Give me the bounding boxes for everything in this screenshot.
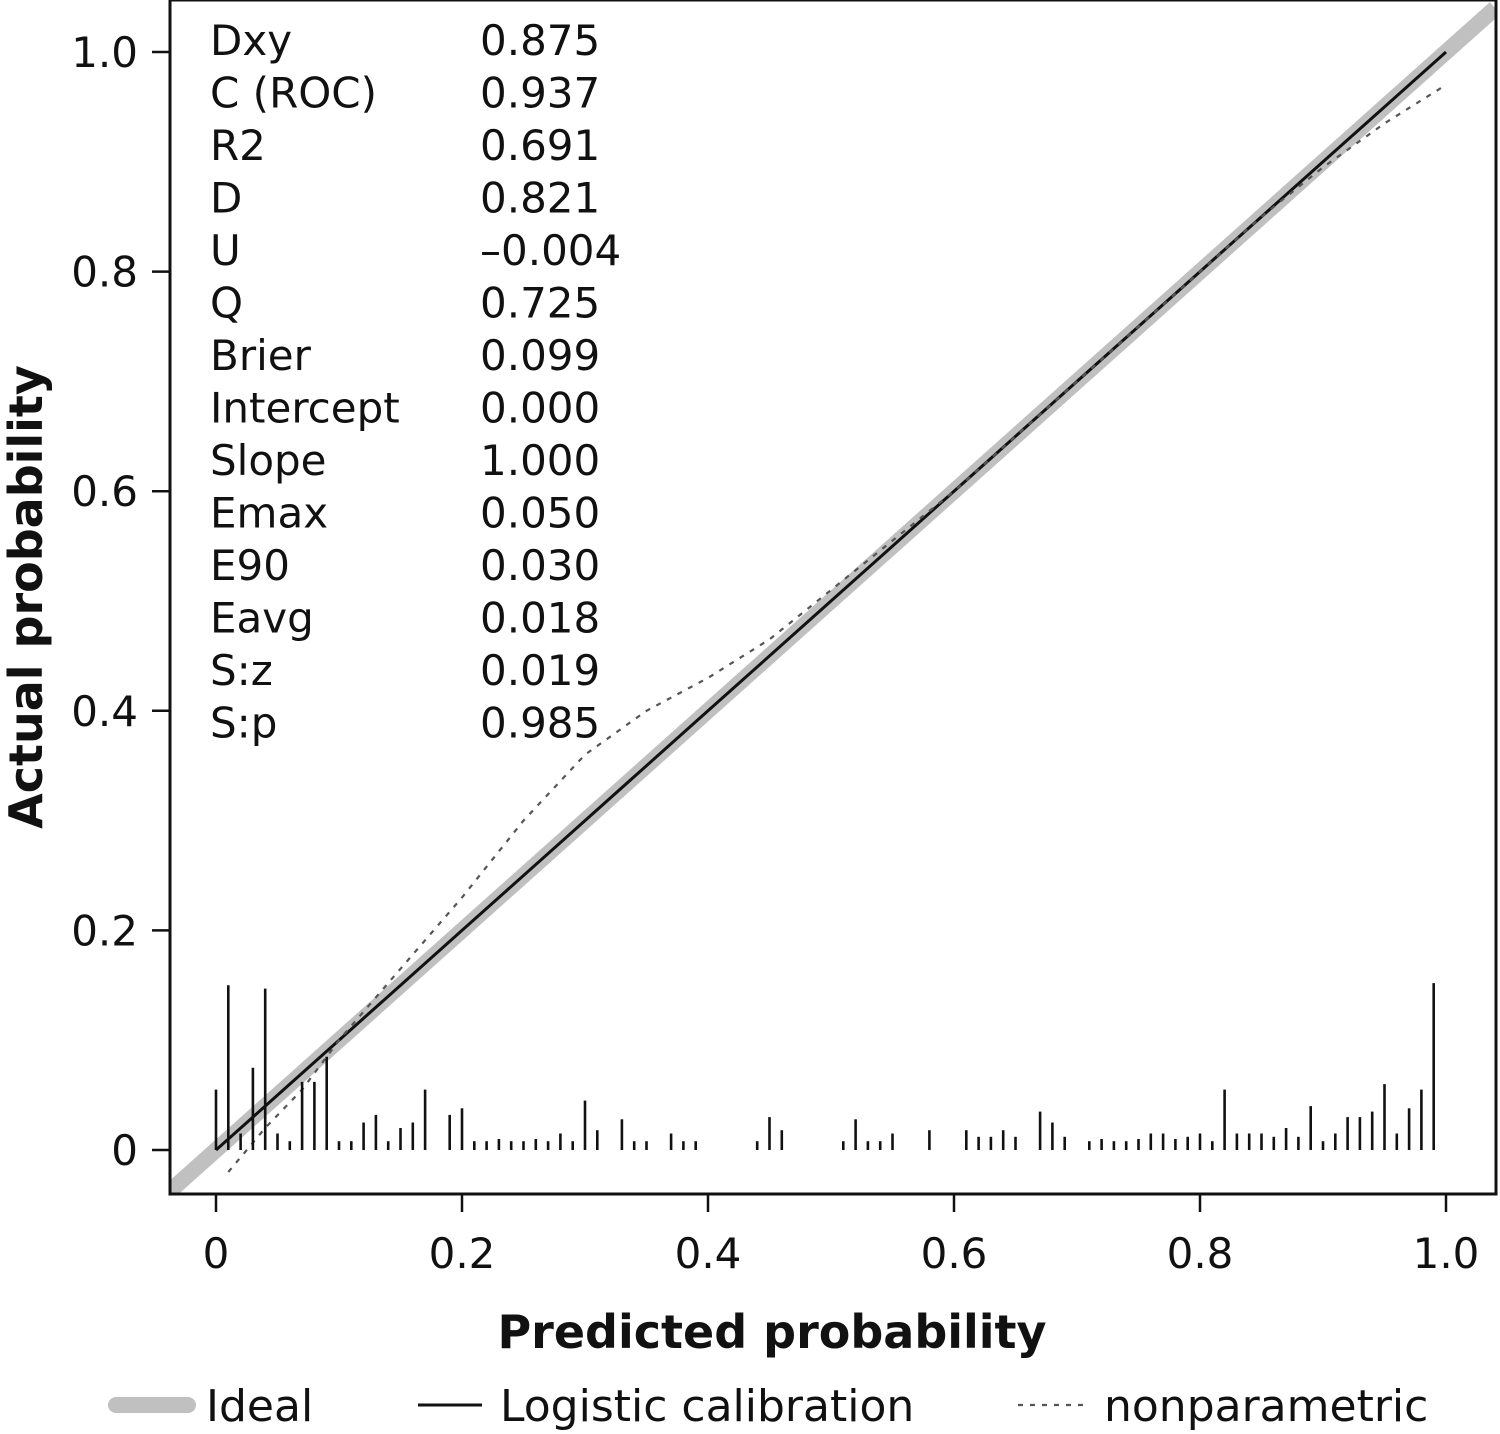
x-tick-label: 0.6 <box>921 1229 988 1278</box>
x-tick-label: 0 <box>203 1229 230 1278</box>
x-axis: 0 0.2 0.4 0.6 0.8 1.0 <box>203 1194 1480 1278</box>
stat-name: S:p <box>210 699 277 748</box>
y-tick-label: 0.6 <box>71 467 138 516</box>
x-tick-label: 0.8 <box>1167 1229 1234 1278</box>
stat-name: C (ROC) <box>210 69 377 118</box>
stat-value: 0.018 <box>480 594 600 643</box>
x-axis-title: Predicted probability <box>497 1305 1046 1359</box>
stat-name: Brier <box>210 331 312 380</box>
stat-value: 0.937 <box>480 69 600 118</box>
x-tick-label: 0.2 <box>429 1229 496 1278</box>
stat-name: Eavg <box>210 594 314 643</box>
y-tick-label: 0.2 <box>71 906 138 955</box>
plot-frame <box>168 0 1498 1196</box>
stat-name: D <box>210 174 242 223</box>
series-line-nonparametric <box>227 83 1447 1173</box>
stat-value: 0.050 <box>480 489 600 538</box>
stat-value: 0.821 <box>480 174 600 223</box>
stat-value: 1.000 <box>480 436 600 485</box>
stat-value: 0.875 <box>480 16 600 65</box>
y-tick-label: 0 <box>111 1126 138 1175</box>
y-tick-label: 0.4 <box>71 687 138 736</box>
stat-value: 0.019 <box>480 646 600 695</box>
stat-value: 0.691 <box>480 121 600 170</box>
stat-value: 0.099 <box>480 331 600 380</box>
stats-table: Dxy 0.875 C (ROC) 0.937 R2 0.691 D 0.821 U –0.004… <box>210 16 621 748</box>
y-tick-label: 1.0 <box>71 28 138 77</box>
legend-label: nonparametric <box>1104 1381 1428 1432</box>
x-tick-label: 0.4 <box>675 1229 742 1278</box>
stat-name: Emax <box>210 489 328 538</box>
x-tick-label: 1.0 <box>1413 1229 1480 1278</box>
stat-name: R2 <box>210 121 266 170</box>
stat-value: 0.725 <box>480 279 600 328</box>
stat-name: U <box>210 226 241 275</box>
stat-name: Q <box>210 279 243 328</box>
stat-value: 0.030 <box>480 541 600 590</box>
stat-name: Dxy <box>210 16 292 65</box>
y-axis: 0 0.2 0.4 0.6 0.8 1.0 <box>71 28 170 1175</box>
plot-content <box>170 2 1496 1194</box>
stat-value: –0.004 <box>480 226 621 275</box>
stat-name: Slope <box>210 436 327 485</box>
stat-name: Intercept <box>210 384 400 433</box>
y-axis-title: Actual probability <box>0 365 53 829</box>
legend-label: Ideal <box>206 1381 313 1432</box>
stat-value: 0.985 <box>480 699 600 748</box>
stat-name: E90 <box>210 541 290 590</box>
legend-label: Logistic calibration <box>500 1381 914 1432</box>
rug-marks <box>214 983 1435 1150</box>
stat-name: S:z <box>210 646 273 695</box>
legend: Ideal Logistic calibration nonparametric <box>108 1381 1428 1432</box>
stat-value: 0.000 <box>480 384 600 433</box>
y-tick-label: 0.8 <box>71 248 138 297</box>
